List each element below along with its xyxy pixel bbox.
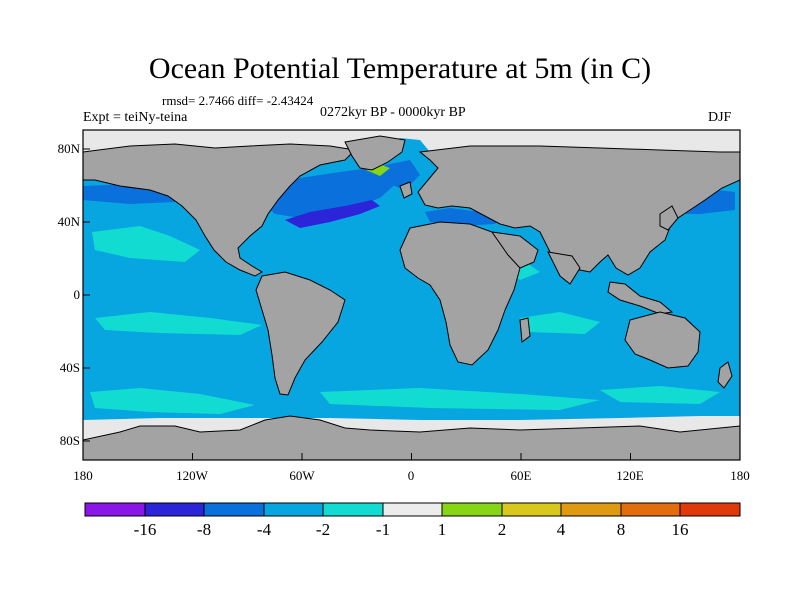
- colorbar-label: -16: [133, 520, 157, 539]
- anomaly-patch-southern-ocean-2: [600, 386, 720, 404]
- antarctica: [83, 415, 740, 460]
- north-america: [83, 143, 357, 277]
- madagascar: [519, 317, 531, 343]
- colorbar: [84, 502, 741, 517]
- y-tick-label: 40S: [59, 360, 80, 375]
- map-title: Ocean Potential Temperature at 5m (in C): [148, 52, 652, 85]
- colorbar-box: [322, 502, 384, 517]
- colorbar-label: 4: [556, 520, 566, 539]
- colorbar-label: -1: [375, 520, 391, 539]
- colorbar-label: 2: [497, 520, 507, 539]
- x-tick-label: 60E: [510, 468, 532, 483]
- india: [547, 251, 581, 285]
- new-zealand: [717, 361, 733, 389]
- y-tick-label: 80N: [57, 141, 80, 156]
- map-field: [83, 130, 740, 460]
- colorbar-box: [144, 502, 205, 517]
- season-label: DJF: [708, 110, 732, 125]
- anomaly-patch-mediterranean: [425, 208, 505, 226]
- x-tick-label: 180: [73, 468, 93, 483]
- experiment-label: Expt = teiNy-teina: [83, 110, 188, 125]
- y-tick-label: 40N: [57, 214, 80, 229]
- colorbar-box: [560, 502, 622, 517]
- x-tick-label: 120E: [616, 468, 644, 483]
- south-america: [255, 271, 346, 396]
- colorbar-box: [382, 502, 443, 517]
- y-tick-marks: [83, 148, 90, 442]
- x-tick-label: 180: [730, 468, 750, 483]
- arabia: [490, 231, 539, 269]
- colorbar-box: [679, 502, 741, 517]
- australia: [624, 311, 701, 369]
- colorbar-label: 16: [671, 520, 689, 539]
- colorbar-label: 1: [437, 520, 447, 539]
- anomaly-patch-north-atlantic: [92, 226, 200, 262]
- anomaly-patch-gulf-stream: [285, 200, 380, 228]
- anomaly-patch-equatorial-pacific: [95, 312, 262, 335]
- x-tick-label: 60W: [289, 468, 315, 483]
- y-tick-label: 80S: [59, 433, 80, 448]
- colorbar-label: 8: [616, 520, 626, 539]
- anomaly-patch-southern-ocean-1: [320, 388, 600, 410]
- colorbar-box: [620, 502, 681, 517]
- landmasses: [83, 135, 740, 460]
- colorbar-box: [84, 502, 146, 517]
- x-tick-label: 120W: [176, 468, 208, 483]
- rmsd-diff-stats: rmsd= 2.7466 diff= -2.43424: [162, 93, 314, 108]
- greenland: [344, 135, 406, 171]
- anomaly-patch-indian-ocean: [520, 312, 600, 334]
- time-period-label: 0272kyr BP - 0000kyr BP: [320, 105, 466, 120]
- colorbar-label: -2: [315, 520, 331, 539]
- x-tick-label: 0: [407, 468, 415, 483]
- europe-asia: [417, 145, 740, 276]
- colorbar-box: [203, 502, 265, 517]
- x-tick-marks: [82, 453, 741, 460]
- japan: [659, 205, 679, 231]
- colorbar-label: -4: [256, 520, 272, 539]
- anomaly-patch-south-pacific: [90, 388, 255, 414]
- colorbar-box: [441, 502, 503, 517]
- anomaly-patch-norwegian-sea: [385, 160, 420, 190]
- y-tick-label: 0: [73, 287, 81, 302]
- colorbar-label: -8: [196, 520, 212, 539]
- uk: [399, 181, 413, 199]
- colorbar-box: [263, 502, 324, 517]
- colorbar-box: [501, 502, 562, 517]
